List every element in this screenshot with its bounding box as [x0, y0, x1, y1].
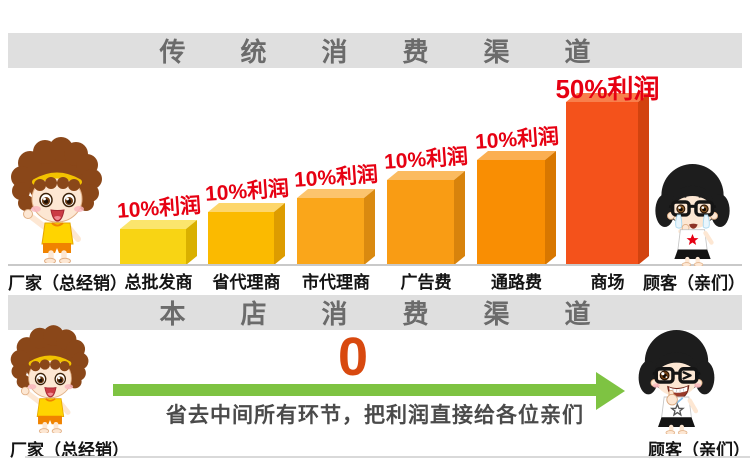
direct-channel-caption: 省去中间所有环节，把利润直接给各位亲们 — [166, 404, 584, 427]
chart-bar-front — [297, 198, 364, 265]
bottom-divider — [25, 456, 750, 458]
bar-category-label: 商场 — [590, 273, 625, 292]
manufacturer-label-bottom: 厂家（总经销） — [10, 441, 129, 460]
chart-bar-side — [364, 189, 375, 265]
section-title-our-store-channel: 本店消费渠道 — [8, 295, 742, 330]
section-title-traditional-channel: 传统消费渠道 — [8, 33, 742, 68]
chart-bar-side — [186, 220, 197, 265]
customer-label-bottom: 顾客（亲们） — [648, 441, 750, 460]
bar-category-label: 省代理商 — [212, 273, 281, 292]
bar-value-label: 10%利润 — [473, 125, 560, 154]
chart-baseline — [8, 264, 742, 266]
customer-crying-girl-icon — [645, 157, 740, 266]
chart-bar-front — [387, 180, 454, 265]
bar-category-label: 广告费 — [400, 273, 452, 292]
chart-bar-front — [477, 160, 545, 265]
bar-category-label: 市代理商 — [302, 273, 370, 292]
zero-profit-value: 0 — [337, 327, 369, 387]
customer-label-top: 顾客（亲们） — [643, 274, 745, 293]
bar-value-label: 50%利润 — [555, 74, 660, 104]
manufacturer-afro-girl-icon — [2, 137, 112, 263]
chart-bar-side — [274, 203, 285, 265]
manufacturer-label-top: 厂家（总经销） — [8, 274, 127, 293]
chart-bar-front — [120, 229, 186, 265]
bar-category-label: 总批发商 — [124, 273, 193, 292]
bar-category-label: 通路费 — [491, 273, 542, 292]
chart-bar-front — [208, 212, 274, 265]
chart-bar-side — [454, 171, 465, 265]
chart-bar-side — [545, 151, 556, 265]
